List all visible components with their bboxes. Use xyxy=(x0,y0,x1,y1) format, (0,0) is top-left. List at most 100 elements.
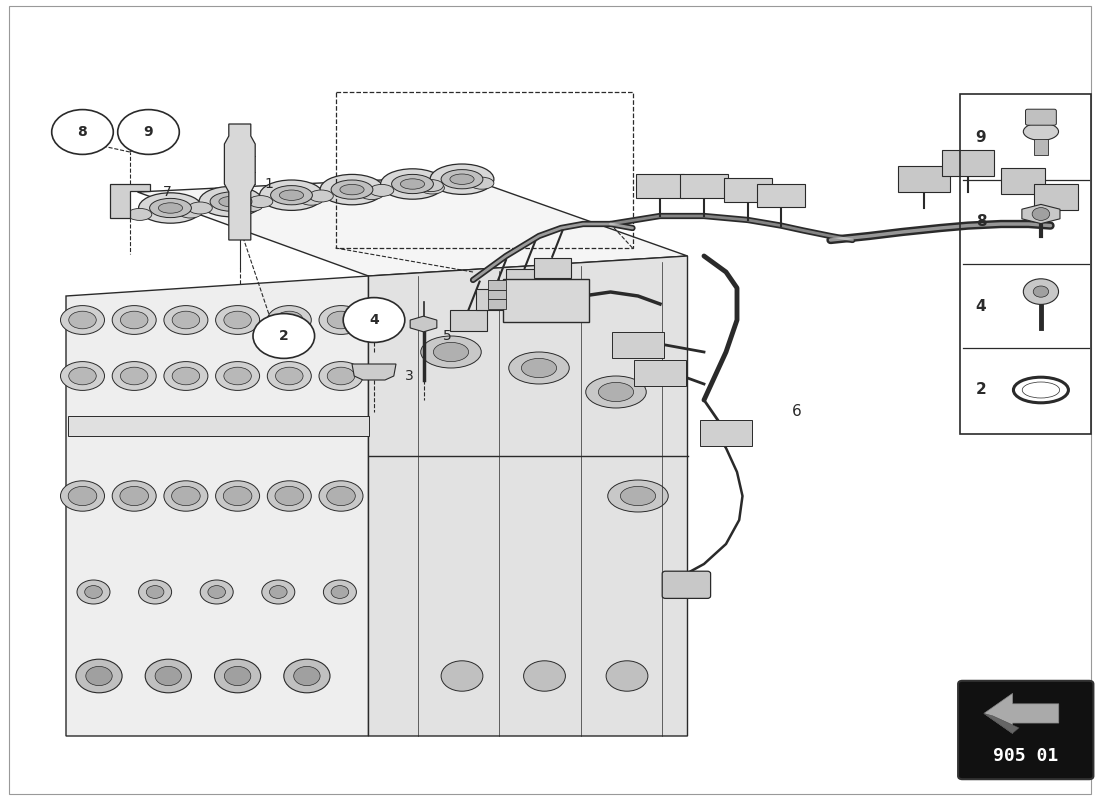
Ellipse shape xyxy=(214,659,261,693)
FancyBboxPatch shape xyxy=(662,571,711,598)
Ellipse shape xyxy=(340,184,364,195)
Ellipse shape xyxy=(279,190,304,201)
Ellipse shape xyxy=(249,196,273,208)
FancyBboxPatch shape xyxy=(506,269,543,290)
Ellipse shape xyxy=(150,198,191,218)
Ellipse shape xyxy=(85,586,102,598)
Ellipse shape xyxy=(524,661,565,691)
Polygon shape xyxy=(983,694,1058,734)
Ellipse shape xyxy=(260,180,323,210)
Ellipse shape xyxy=(521,358,557,378)
Ellipse shape xyxy=(120,367,147,385)
Text: 8: 8 xyxy=(976,214,987,230)
Text: 905 01: 905 01 xyxy=(993,746,1058,765)
FancyBboxPatch shape xyxy=(488,280,506,290)
Ellipse shape xyxy=(294,666,320,686)
FancyBboxPatch shape xyxy=(476,289,514,310)
FancyBboxPatch shape xyxy=(1034,138,1047,154)
Text: 8: 8 xyxy=(78,125,87,139)
Ellipse shape xyxy=(164,306,208,334)
Ellipse shape xyxy=(420,336,482,368)
Ellipse shape xyxy=(60,362,104,390)
Polygon shape xyxy=(68,416,368,436)
Ellipse shape xyxy=(112,306,156,334)
Circle shape xyxy=(253,314,315,358)
Ellipse shape xyxy=(320,174,384,205)
Ellipse shape xyxy=(370,184,394,196)
Ellipse shape xyxy=(328,367,354,385)
Ellipse shape xyxy=(112,481,156,511)
Ellipse shape xyxy=(199,186,263,217)
FancyBboxPatch shape xyxy=(488,290,506,299)
Text: 1: 1 xyxy=(264,177,273,191)
Circle shape xyxy=(118,110,179,154)
Ellipse shape xyxy=(172,311,199,329)
Text: 7: 7 xyxy=(163,185,172,199)
Ellipse shape xyxy=(275,311,304,329)
Polygon shape xyxy=(368,256,688,736)
Ellipse shape xyxy=(441,170,483,189)
Ellipse shape xyxy=(208,586,226,598)
Ellipse shape xyxy=(145,659,191,693)
Ellipse shape xyxy=(270,586,287,598)
Ellipse shape xyxy=(200,580,233,604)
Text: 9: 9 xyxy=(144,125,153,139)
Ellipse shape xyxy=(319,306,363,334)
Ellipse shape xyxy=(158,202,183,214)
FancyBboxPatch shape xyxy=(612,332,664,358)
Ellipse shape xyxy=(309,190,333,202)
Ellipse shape xyxy=(430,164,494,194)
Ellipse shape xyxy=(331,586,349,598)
Ellipse shape xyxy=(381,169,444,199)
Circle shape xyxy=(1032,208,1049,220)
Ellipse shape xyxy=(86,666,112,686)
Ellipse shape xyxy=(267,362,311,390)
Ellipse shape xyxy=(60,306,104,334)
FancyBboxPatch shape xyxy=(503,279,588,322)
Ellipse shape xyxy=(76,659,122,693)
Ellipse shape xyxy=(319,481,363,511)
Ellipse shape xyxy=(68,486,97,506)
Ellipse shape xyxy=(239,200,263,212)
FancyBboxPatch shape xyxy=(700,420,752,446)
Ellipse shape xyxy=(267,481,311,511)
Circle shape xyxy=(1033,286,1048,298)
Text: 9: 9 xyxy=(976,130,987,146)
Ellipse shape xyxy=(112,362,156,390)
Polygon shape xyxy=(110,184,150,218)
FancyBboxPatch shape xyxy=(450,310,487,331)
Ellipse shape xyxy=(223,486,252,506)
Polygon shape xyxy=(138,176,688,276)
Ellipse shape xyxy=(224,367,251,385)
Ellipse shape xyxy=(68,311,97,329)
Polygon shape xyxy=(224,124,255,240)
Ellipse shape xyxy=(1022,382,1059,398)
FancyBboxPatch shape xyxy=(534,258,571,278)
Ellipse shape xyxy=(598,382,634,402)
Text: 2: 2 xyxy=(976,382,987,398)
Ellipse shape xyxy=(1023,123,1058,141)
Ellipse shape xyxy=(68,367,97,385)
Text: 2: 2 xyxy=(279,329,288,343)
Ellipse shape xyxy=(420,182,444,194)
FancyBboxPatch shape xyxy=(680,174,728,198)
FancyBboxPatch shape xyxy=(488,299,506,309)
FancyBboxPatch shape xyxy=(942,150,994,176)
Ellipse shape xyxy=(219,196,243,207)
Ellipse shape xyxy=(172,367,199,385)
Ellipse shape xyxy=(216,362,260,390)
FancyBboxPatch shape xyxy=(1025,109,1056,125)
Ellipse shape xyxy=(441,661,483,691)
FancyBboxPatch shape xyxy=(958,681,1093,779)
Ellipse shape xyxy=(216,306,260,334)
Ellipse shape xyxy=(327,486,355,506)
Ellipse shape xyxy=(60,481,104,511)
Ellipse shape xyxy=(120,486,148,506)
Ellipse shape xyxy=(164,362,208,390)
Ellipse shape xyxy=(275,367,304,385)
Ellipse shape xyxy=(77,580,110,604)
Ellipse shape xyxy=(188,202,212,214)
Ellipse shape xyxy=(128,208,152,220)
Ellipse shape xyxy=(172,486,200,506)
Ellipse shape xyxy=(262,580,295,604)
